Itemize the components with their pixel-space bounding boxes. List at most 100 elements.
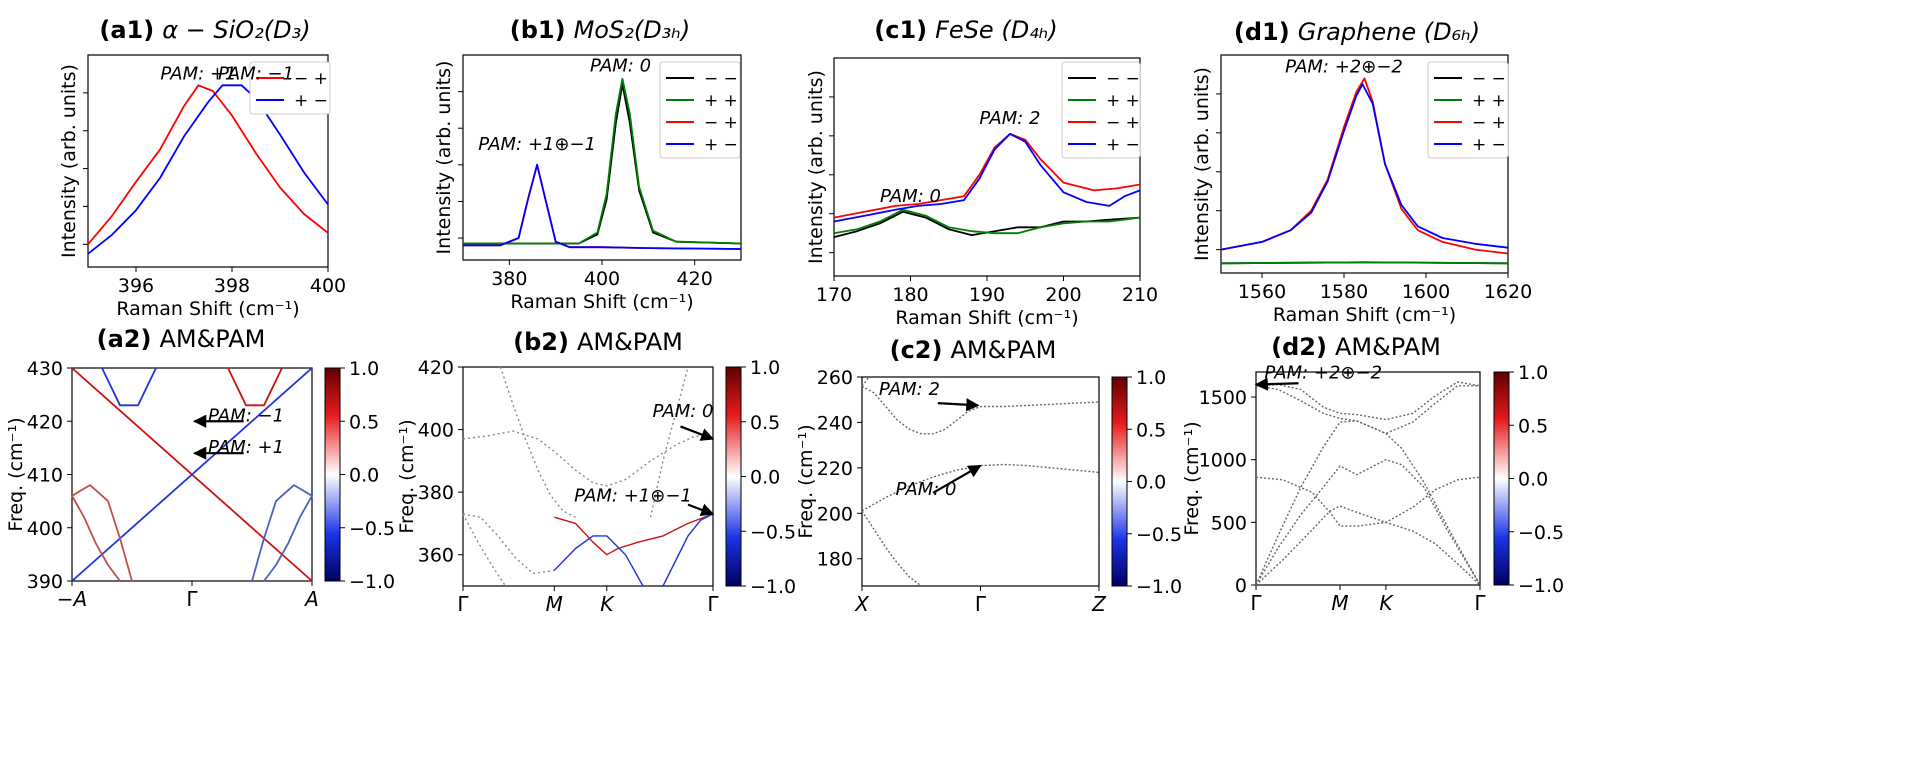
y-tick-label: 380 [418,482,454,504]
x-tick-label: 1580 [1320,281,1368,303]
colorbar-tick-label: 0.5 [1136,419,1166,441]
x-tick-label: K [1379,591,1394,615]
series-line-band4 [462,513,555,575]
series-group [1255,381,1481,586]
plot-frame [1255,371,1481,586]
y-tick-label: 0 [1235,575,1247,597]
annotation-arrow [932,464,982,494]
colorbar-tick-label: −0.5 [1136,524,1182,546]
legend-label: + − [1472,135,1506,155]
series-line- [1220,261,1509,265]
series-line-band5 [71,484,133,582]
legend-label: + − [1106,135,1140,155]
legend-label: + − [294,91,328,111]
series-line-band4 [861,376,870,387]
x-axis-label: Raman Shift (cm⁻¹) [895,307,1078,329]
colorbar-tick-label: −1.0 [750,576,796,598]
series-group [71,367,313,582]
x-tick-label: Γ [1250,591,1262,615]
x-tick-label: K [600,592,615,616]
annotation-arrow [687,503,715,517]
y-axis-label: Freq. (cm⁻¹) [396,419,418,533]
annotation-label: PAM: −1 [208,405,284,426]
annotation-label: PAM: +1⊕−1 [574,486,692,507]
series-line-band8 [263,495,313,582]
series-line-band1 [462,430,714,487]
colorbar-tick-label: 0.5 [1518,415,1548,437]
legend-label: − + [294,69,328,89]
x-tick-label: 1560 [1238,281,1286,303]
x-tick-label: 180 [892,284,928,306]
y-axis-label: Intensity (arb. units) [58,64,80,258]
y-tick-label: 390 [27,571,63,593]
colorbar-gradient [1493,371,1510,586]
x-axis-label: Raman Shift (cm⁻¹) [116,298,299,320]
legend-label: + + [1106,91,1140,111]
series-line-band1 [861,385,1100,435]
legend: − −+ +− ++ − [1061,61,1141,159]
series-line-band5 [1255,505,1481,586]
annotation-label: PAM: 0 [590,55,651,76]
plot-frame [1220,54,1509,274]
x-tick-label: 190 [969,284,1005,306]
y-axis-label: Freq. (cm⁻¹) [1181,421,1203,535]
x-tick-label: A [303,587,319,611]
legend: − −+ +− ++ − [1427,61,1509,159]
series-line- [463,163,742,250]
annotation-label: PAM: +1 [208,437,284,458]
series-line-band3 [649,366,689,518]
y-tick-label: 410 [27,465,63,487]
legend: − −+ +− ++ − [659,61,741,159]
colorbar-tick-label: −0.5 [750,521,796,543]
y-axis-label: Freq. (cm⁻¹) [795,424,817,538]
y-tick-label: 240 [817,412,853,434]
colorbar-tick-label: −1.0 [349,571,395,593]
legend-label: + + [704,91,738,111]
x-tick-label: 210 [1122,284,1158,306]
annotation-label: PAM: +2⊕−2 [1264,362,1382,383]
series-line-band6 [554,513,714,556]
panel-title: (c1) FeSe (D₄ₕ) [874,16,1057,44]
series-line-band3 [1255,420,1481,586]
series-line- [463,163,742,250]
x-tick-label: 398 [214,275,250,297]
panel-title: (c2) AM&PAM [890,336,1057,364]
y-tick-label: 420 [27,411,63,433]
y-tick-label: 180 [817,549,853,571]
x-tick-label: 396 [118,275,154,297]
y-axis-label: Intensity (arb. units) [1191,67,1213,261]
series-line- [463,77,742,245]
series-line-band3 [101,367,157,407]
y-axis-label: Intensity (arb. units) [433,61,455,255]
colorbar-gradient [1111,376,1128,587]
plot-frame [462,366,714,587]
colorbar-gradient [324,367,341,582]
y-axis-label: Intensity (arb. units) [805,70,827,264]
y-tick-label: 1500 [1199,387,1247,409]
x-tick-label: M [1331,591,1348,615]
y-tick-label: 220 [817,458,853,480]
series-line-band3 [861,510,922,587]
series-line- [833,132,1141,223]
panel-title: (b1) MoS₂(D₃ₕ) [510,16,690,44]
colorbar-tick-label: 1.0 [1136,367,1166,389]
y-tick-label: 420 [418,357,454,379]
series-line- [833,132,1141,219]
annotation-label: PAM: +2⊕−2 [1285,57,1403,78]
panels-layer: (a1) α − SiO₂(D₃) Intensity (arb. units) Ra… [5,16,1564,616]
series-line-band6 [71,495,121,582]
x-tick-label: Γ [1474,591,1486,615]
colorbar-tick-label: 0.0 [750,467,780,489]
series-line-band4 [227,367,283,407]
legend-label: + − [704,135,738,155]
y-tick-label: 430 [27,358,63,380]
series-line-band2 [499,366,576,518]
colorbar-tick-label: 1.0 [750,357,780,379]
series-line- [833,208,1141,235]
series-line-band4 [1255,459,1481,586]
y-tick-label: 400 [418,420,454,442]
series-line-band6 [1255,476,1481,527]
series-group [861,376,1100,587]
